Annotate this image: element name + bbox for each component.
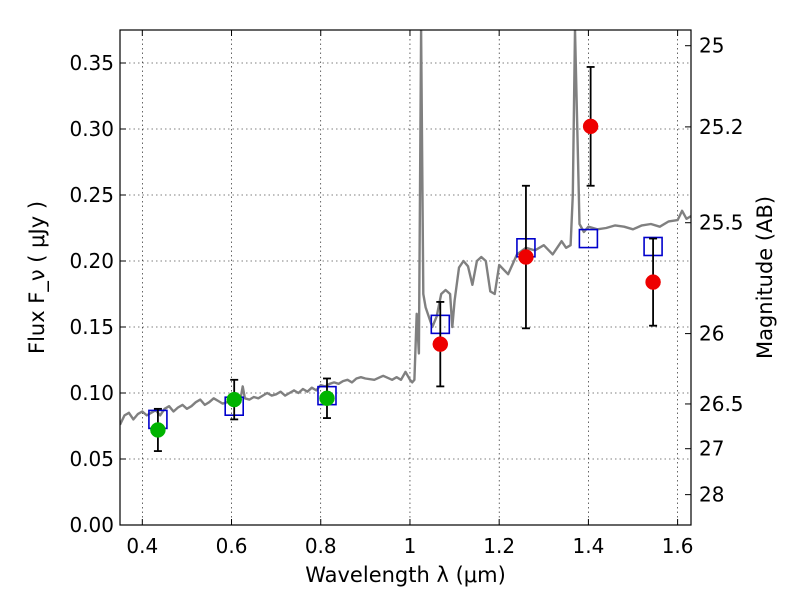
optical-detection-point — [226, 391, 242, 408]
x-tick-label: 1 — [404, 534, 417, 558]
x-tick-label: 0.6 — [216, 534, 248, 558]
right-tick-label: 27 — [699, 437, 724, 461]
y-tick-label: 0.10 — [69, 381, 114, 405]
right-tick-label: 26 — [699, 322, 724, 346]
x-tick-label: 1.6 — [662, 534, 694, 558]
optical-detection-point — [319, 390, 335, 407]
grid-lines — [120, 30, 691, 526]
x-tick-label: 0.4 — [126, 534, 158, 558]
right-tick-label: 26.5 — [699, 392, 744, 416]
y-tick-label: 0.00 — [69, 513, 114, 537]
right-tick-label: 25 — [699, 34, 724, 58]
near-ir-detection-point — [582, 118, 599, 135]
optical-detection-point — [150, 422, 166, 438]
y-tick-label: 0.20 — [69, 249, 114, 273]
plot-frame — [119, 29, 692, 526]
model-photometry-square — [578, 228, 599, 249]
x-tick-label: 0.8 — [305, 534, 337, 558]
marker-layer — [148, 66, 663, 452]
y-tick-label: 0.15 — [69, 315, 114, 339]
y-tick-label: 0.25 — [69, 183, 114, 207]
plot-area — [120, 30, 691, 426]
y-tick-label: 0.05 — [69, 447, 114, 471]
model-spectrum-line — [120, 30, 691, 426]
x-axis-label: Wavelength λ (μm) — [305, 563, 506, 587]
y-tick-label: 0.35 — [69, 51, 114, 75]
axis-ticks: 0.4 0.6 0.8 1 1.2 1.4 1.6 0.00 0.05 0.10 0.15 0.20 0… — [69, 30, 744, 558]
near-ir-detection-point — [518, 249, 534, 265]
right-tick-label: 28 — [699, 483, 724, 507]
right-tick-label: 25.2 — [699, 115, 744, 139]
near-ir-detection-point — [432, 336, 449, 352]
near-ir-detection-point — [645, 274, 661, 290]
x-tick-label: 1.2 — [483, 534, 515, 558]
right-tick-label: 25.5 — [699, 211, 744, 235]
y-tick-label: 0.30 — [69, 117, 114, 141]
x-tick-label: 1.4 — [572, 534, 604, 558]
right-axis-label: Magnitude (AB) — [753, 196, 777, 359]
y-axis-label: Flux F_ν ( μJy ) — [25, 201, 50, 354]
